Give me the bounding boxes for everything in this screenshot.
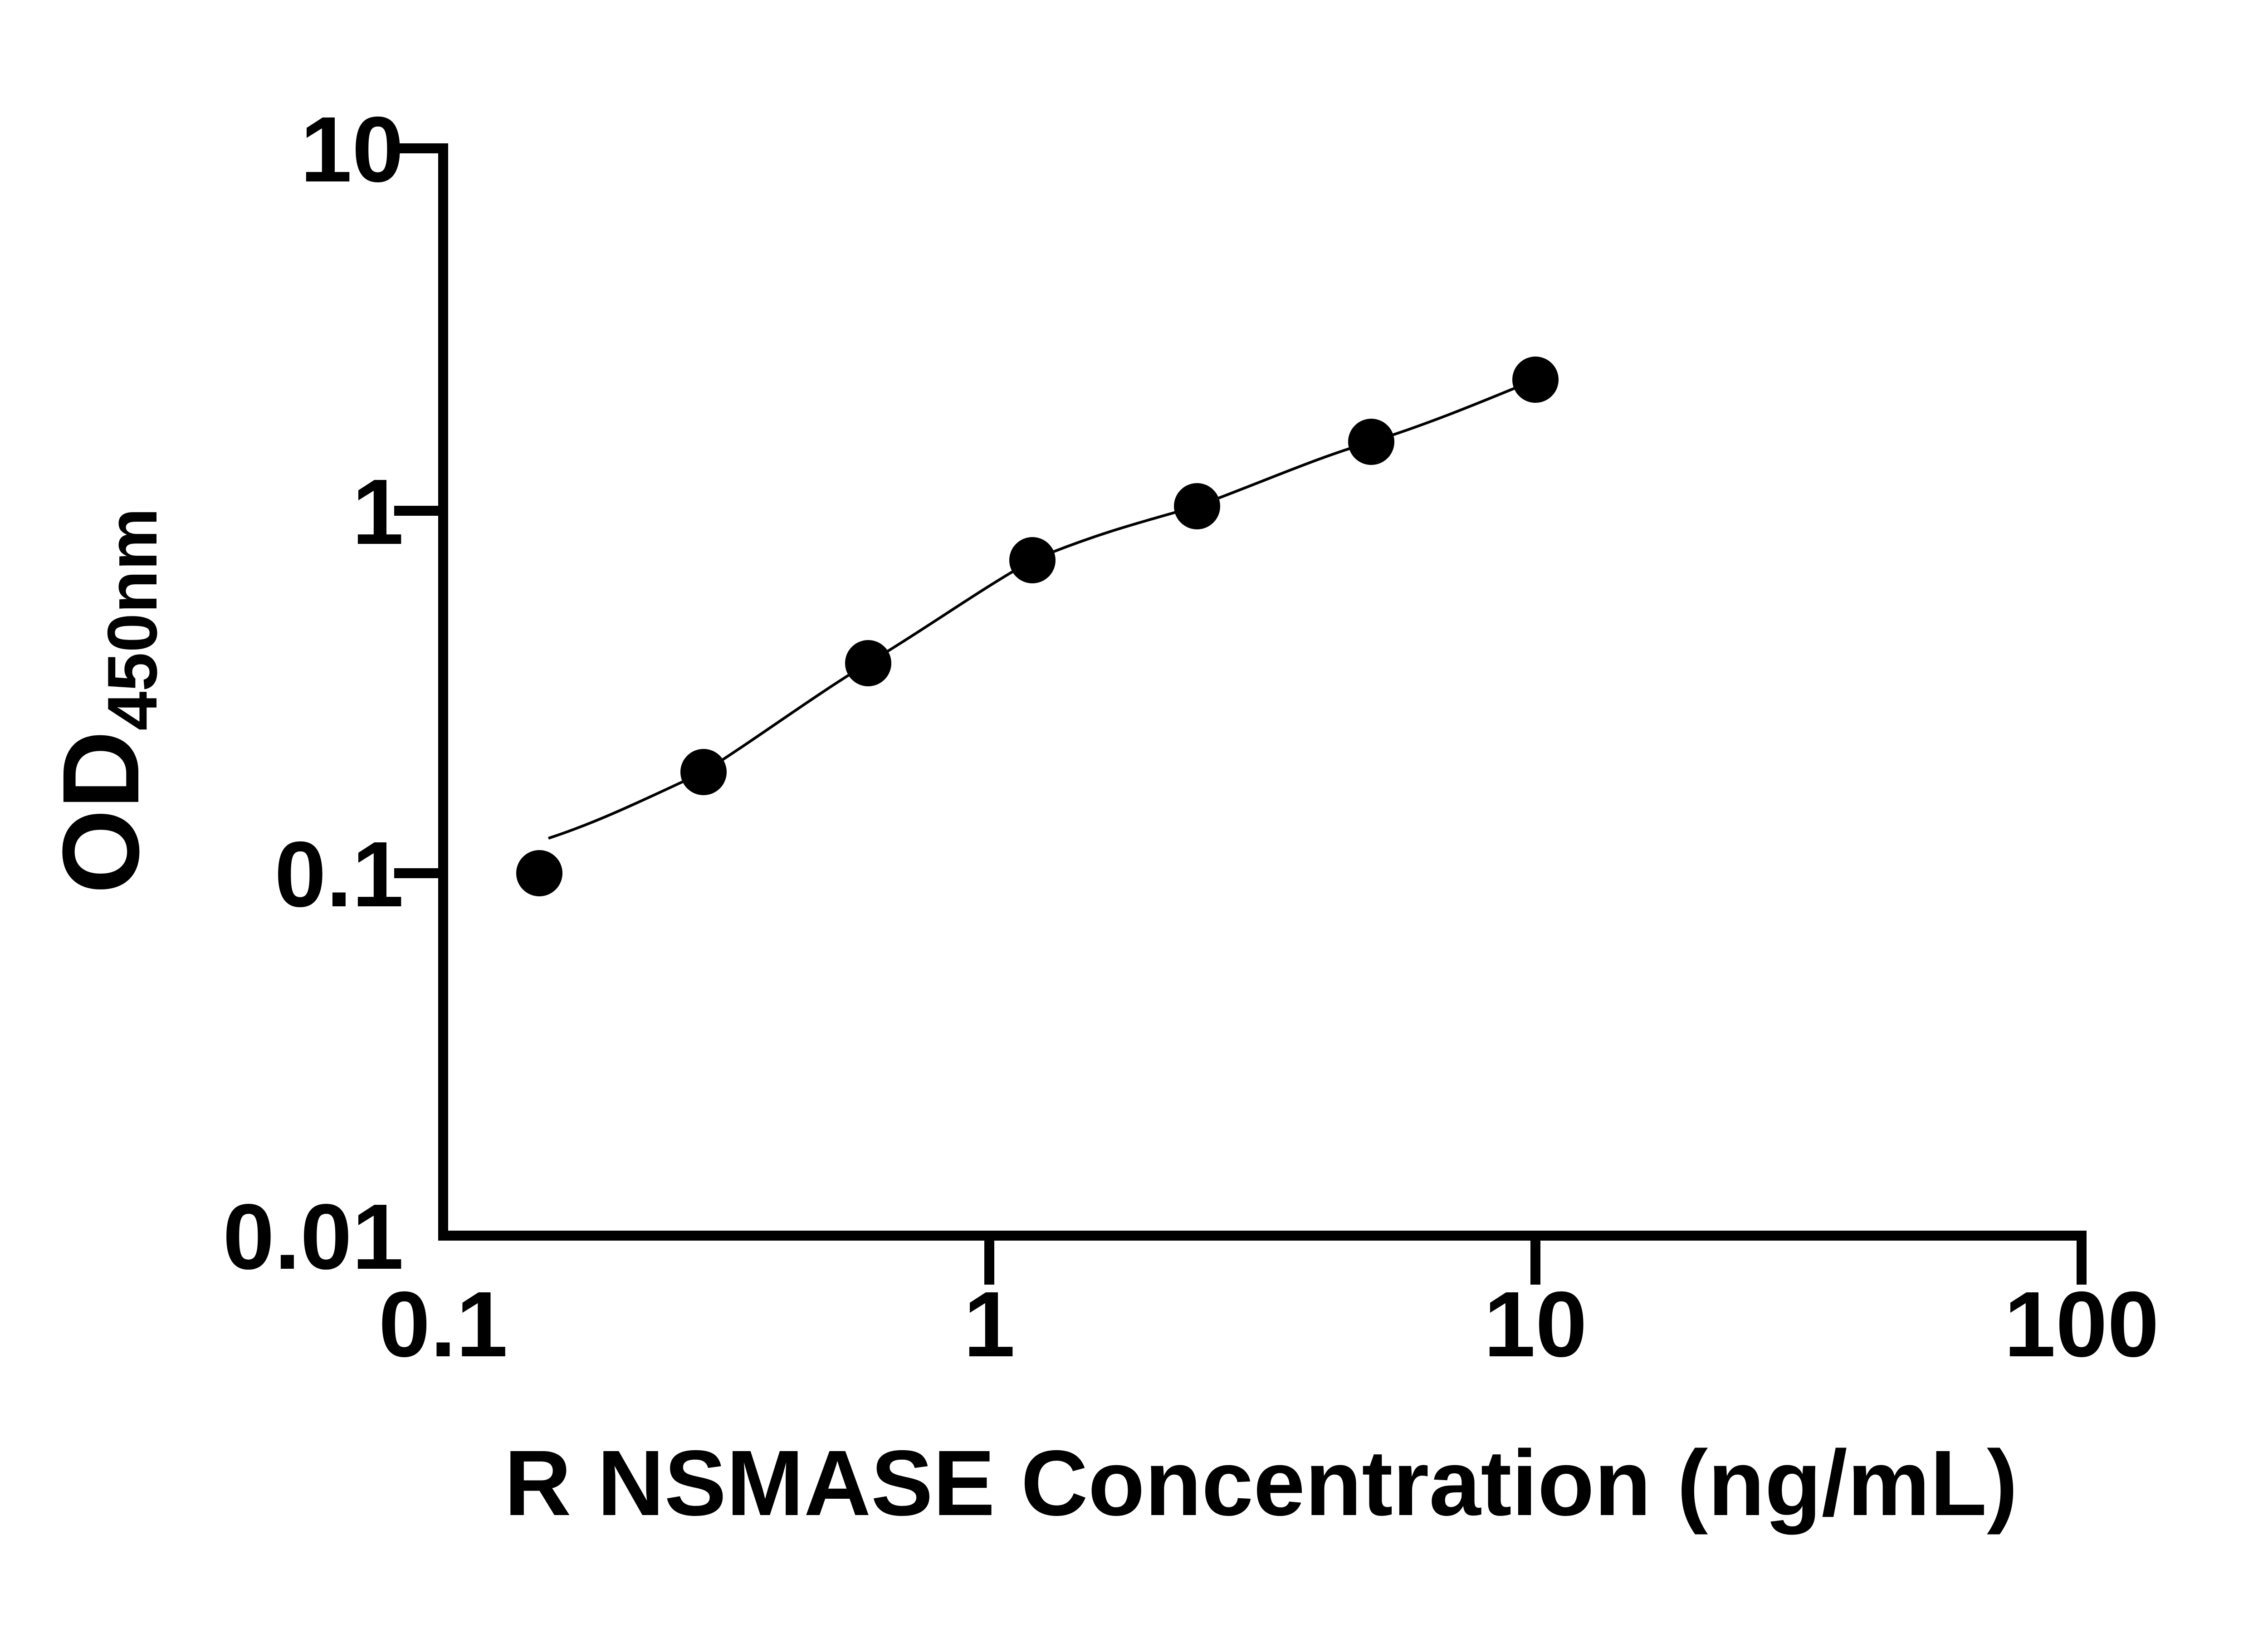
svg-text:1: 1: [963, 1272, 1015, 1376]
svg-text:1: 1: [352, 460, 404, 564]
svg-text:0.1: 0.1: [274, 822, 404, 926]
svg-text:10: 10: [300, 98, 404, 201]
svg-text:0.01: 0.01: [223, 1185, 404, 1289]
svg-text:R NSMASE Concentration (ng/mL): R NSMASE Concentration (ng/mL): [504, 1431, 2018, 1535]
svg-text:10: 10: [1484, 1272, 1587, 1376]
svg-text:0.1: 0.1: [379, 1272, 508, 1376]
svg-text:100: 100: [2004, 1272, 2159, 1376]
